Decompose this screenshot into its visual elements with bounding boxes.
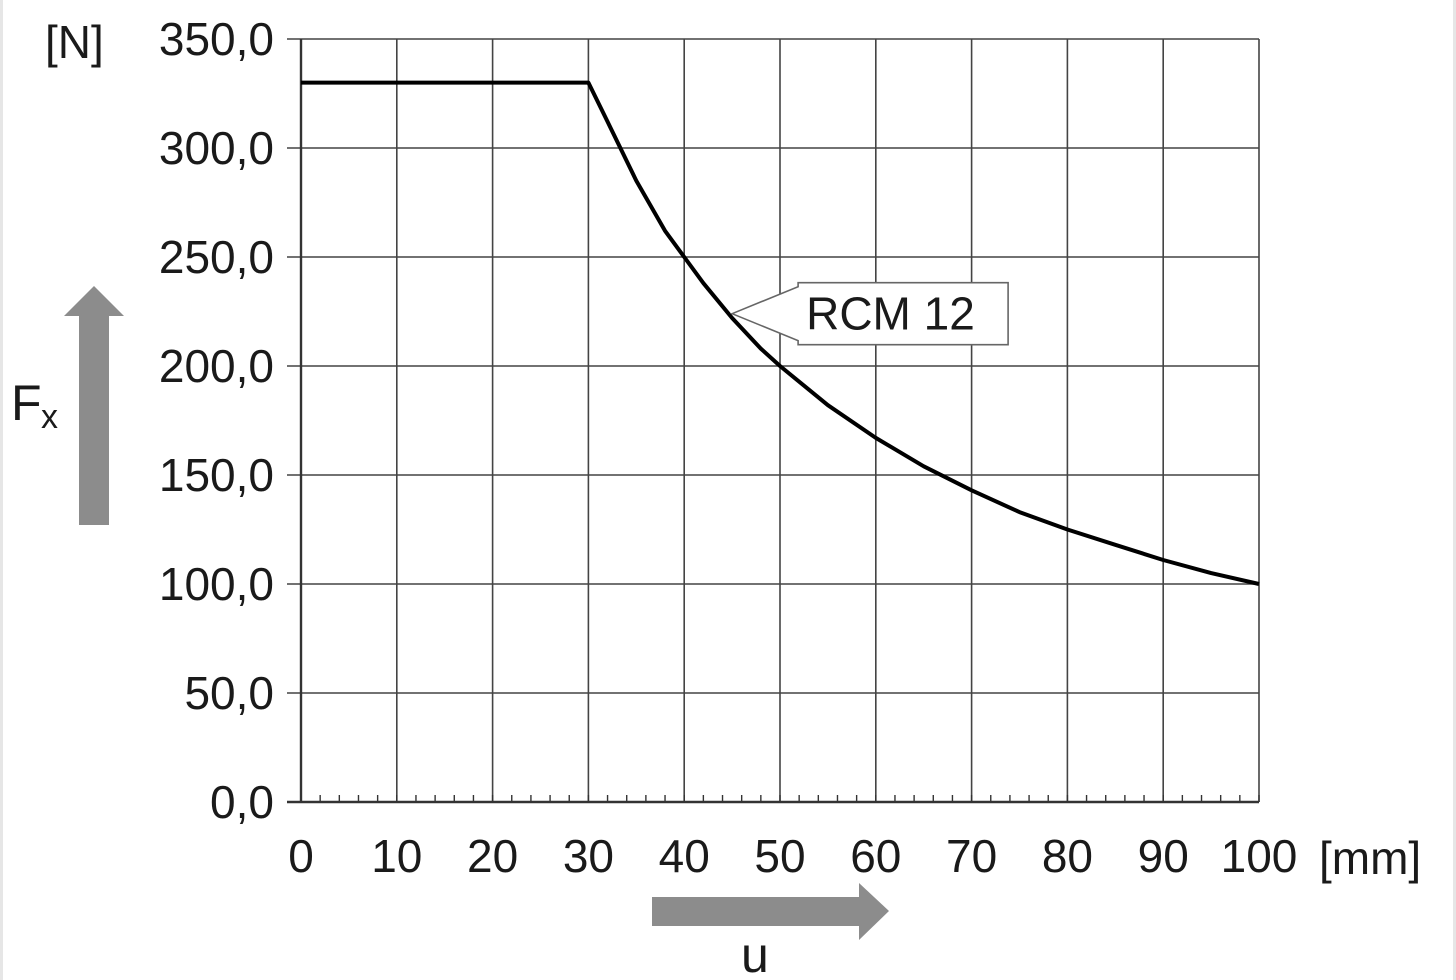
y-axis-label-main: F [11, 375, 42, 431]
y-axis-label: F x [11, 286, 124, 525]
x-tick-labels: 0 10 20 30 40 50 60 70 80 90 100 [288, 830, 1297, 882]
x-tick-label: 100 [1221, 830, 1298, 882]
y-tick-label: 350,0 [159, 13, 274, 65]
x-tick-label: 80 [1042, 830, 1093, 882]
y-tick-label: 300,0 [159, 122, 274, 174]
force-displacement-chart: 0,0 50,0 100,0 150,0 200,0 250,0 300,0 350,0 0 1… [11, 13, 1421, 980]
axes [287, 39, 1259, 804]
annotation-box [729, 281, 1009, 346]
annotations: RCM 12 [729, 281, 1009, 346]
x-tick-label: 40 [659, 830, 710, 882]
y-tick-labels: 0,0 50,0 100,0 150,0 200,0 250,0 300,0 350,0 [159, 13, 274, 828]
x-tick-label: 30 [563, 830, 614, 882]
x-tick-label: 60 [850, 830, 901, 882]
x-axis-label: u [652, 883, 889, 980]
x-tick-label: 0 [288, 830, 314, 882]
x-tick-label: 90 [1138, 830, 1189, 882]
y-tick-label: 150,0 [159, 449, 274, 501]
y-tick-label: 100,0 [159, 558, 274, 610]
x-tick-label: 70 [946, 830, 997, 882]
y-tick-label: 50,0 [184, 667, 274, 719]
y-tick-label: 0,0 [210, 776, 274, 828]
grid [287, 38, 1260, 803]
x-axis-label-main: u [741, 927, 769, 980]
annotation-label: RCM 12 [806, 288, 975, 340]
x-tick-label: 10 [371, 830, 422, 882]
x-tick-label: 50 [754, 830, 805, 882]
x-tick-label: 20 [467, 830, 518, 882]
y-axis-label-subscript: x [41, 398, 58, 436]
annotation-callout: RCM 12 [729, 281, 1009, 346]
y-unit-label: [N] [45, 16, 104, 68]
y-tick-label: 250,0 [159, 231, 274, 283]
series-line [301, 80, 1260, 586]
up-arrow-icon [64, 286, 124, 525]
right-arrow-icon [652, 883, 889, 940]
y-tick-label: 200,0 [159, 340, 274, 392]
x-unit-label: [mm] [1319, 832, 1421, 884]
series [301, 80, 1260, 586]
